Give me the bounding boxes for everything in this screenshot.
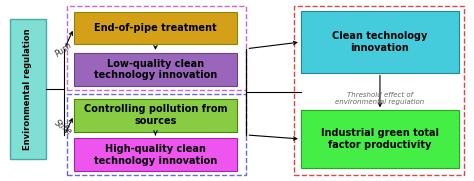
Bar xyxy=(10,19,46,159)
Text: Environmental regulation: Environmental regulation xyxy=(23,28,32,150)
Bar xyxy=(74,53,237,86)
Bar xyxy=(67,94,246,175)
Text: Clean technology
innovation: Clean technology innovation xyxy=(332,31,428,53)
Bar xyxy=(74,12,237,44)
Text: Controlling pollution from
sources: Controlling pollution from sources xyxy=(84,104,227,126)
Text: Low-quality clean
technology innovation: Low-quality clean technology innovation xyxy=(94,59,217,80)
Bar xyxy=(74,99,237,132)
Text: Threshold effect of
environmental regulation: Threshold effect of environmental regula… xyxy=(335,92,424,105)
Bar xyxy=(301,110,459,168)
Bar xyxy=(294,6,464,175)
Bar xyxy=(301,11,459,73)
Text: Stifle: Stifle xyxy=(53,118,74,137)
Text: High-quality clean
technology innovation: High-quality clean technology innovation xyxy=(94,144,217,165)
Bar xyxy=(67,6,246,90)
Text: Push: Push xyxy=(54,41,73,59)
Bar xyxy=(74,138,237,171)
Text: End-of-pipe treatment: End-of-pipe treatment xyxy=(94,23,217,33)
Text: Industrial green total
factor productivity: Industrial green total factor productivi… xyxy=(321,128,439,150)
